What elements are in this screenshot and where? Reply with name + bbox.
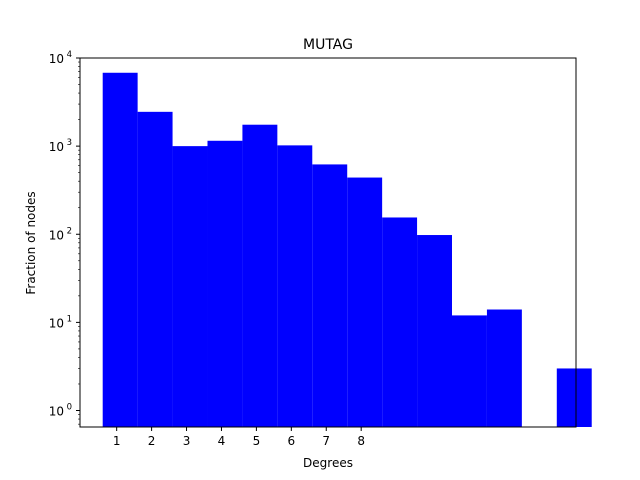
x-tick-label: 5 [253, 434, 261, 448]
histogram-bar [102, 72, 138, 427]
histogram-bar [347, 177, 383, 427]
x-tick-label: 6 [288, 434, 296, 448]
x-tick-label: 3 [183, 434, 191, 448]
y-tick-label: 10 [49, 52, 64, 66]
histogram-bar [172, 146, 208, 427]
y-tick-exponent: 3 [67, 138, 72, 148]
y-tick-label: 10 [49, 405, 64, 419]
histogram-bar [556, 368, 592, 427]
x-tick-label: 8 [357, 434, 365, 448]
histogram-bar [242, 124, 278, 428]
y-tick-label: 10 [49, 316, 64, 330]
histogram-bar [452, 315, 487, 427]
histogram-bar [207, 140, 243, 427]
histogram-bar [382, 217, 418, 427]
y-axis-label: Fraction of nodes [24, 191, 38, 294]
x-ticks: 1 2 3 4 5 6 7 8 [113, 427, 365, 448]
x-tick-label: 2 [148, 434, 156, 448]
x-tick-label: 1 [113, 434, 121, 448]
y-tick-label: 10 [49, 228, 64, 242]
x-tick-label: 4 [218, 434, 226, 448]
y-tick-exponent: 4 [67, 50, 72, 60]
chart-title: MUTAG [303, 37, 353, 53]
histogram-bar [486, 309, 522, 427]
y-tick-exponent: 0 [67, 403, 72, 413]
histogram-bar [312, 164, 348, 428]
x-axis-label: Degrees [303, 456, 353, 470]
x-tick-label: 7 [322, 434, 330, 448]
y-tick-label: 10 [49, 140, 64, 154]
y-tick-exponent: 2 [67, 226, 72, 236]
histogram-bar [417, 235, 452, 427]
bars-group [102, 72, 592, 428]
histogram-bar [277, 145, 313, 427]
histogram-bar [137, 111, 173, 427]
y-tick-exponent: 1 [67, 314, 72, 324]
